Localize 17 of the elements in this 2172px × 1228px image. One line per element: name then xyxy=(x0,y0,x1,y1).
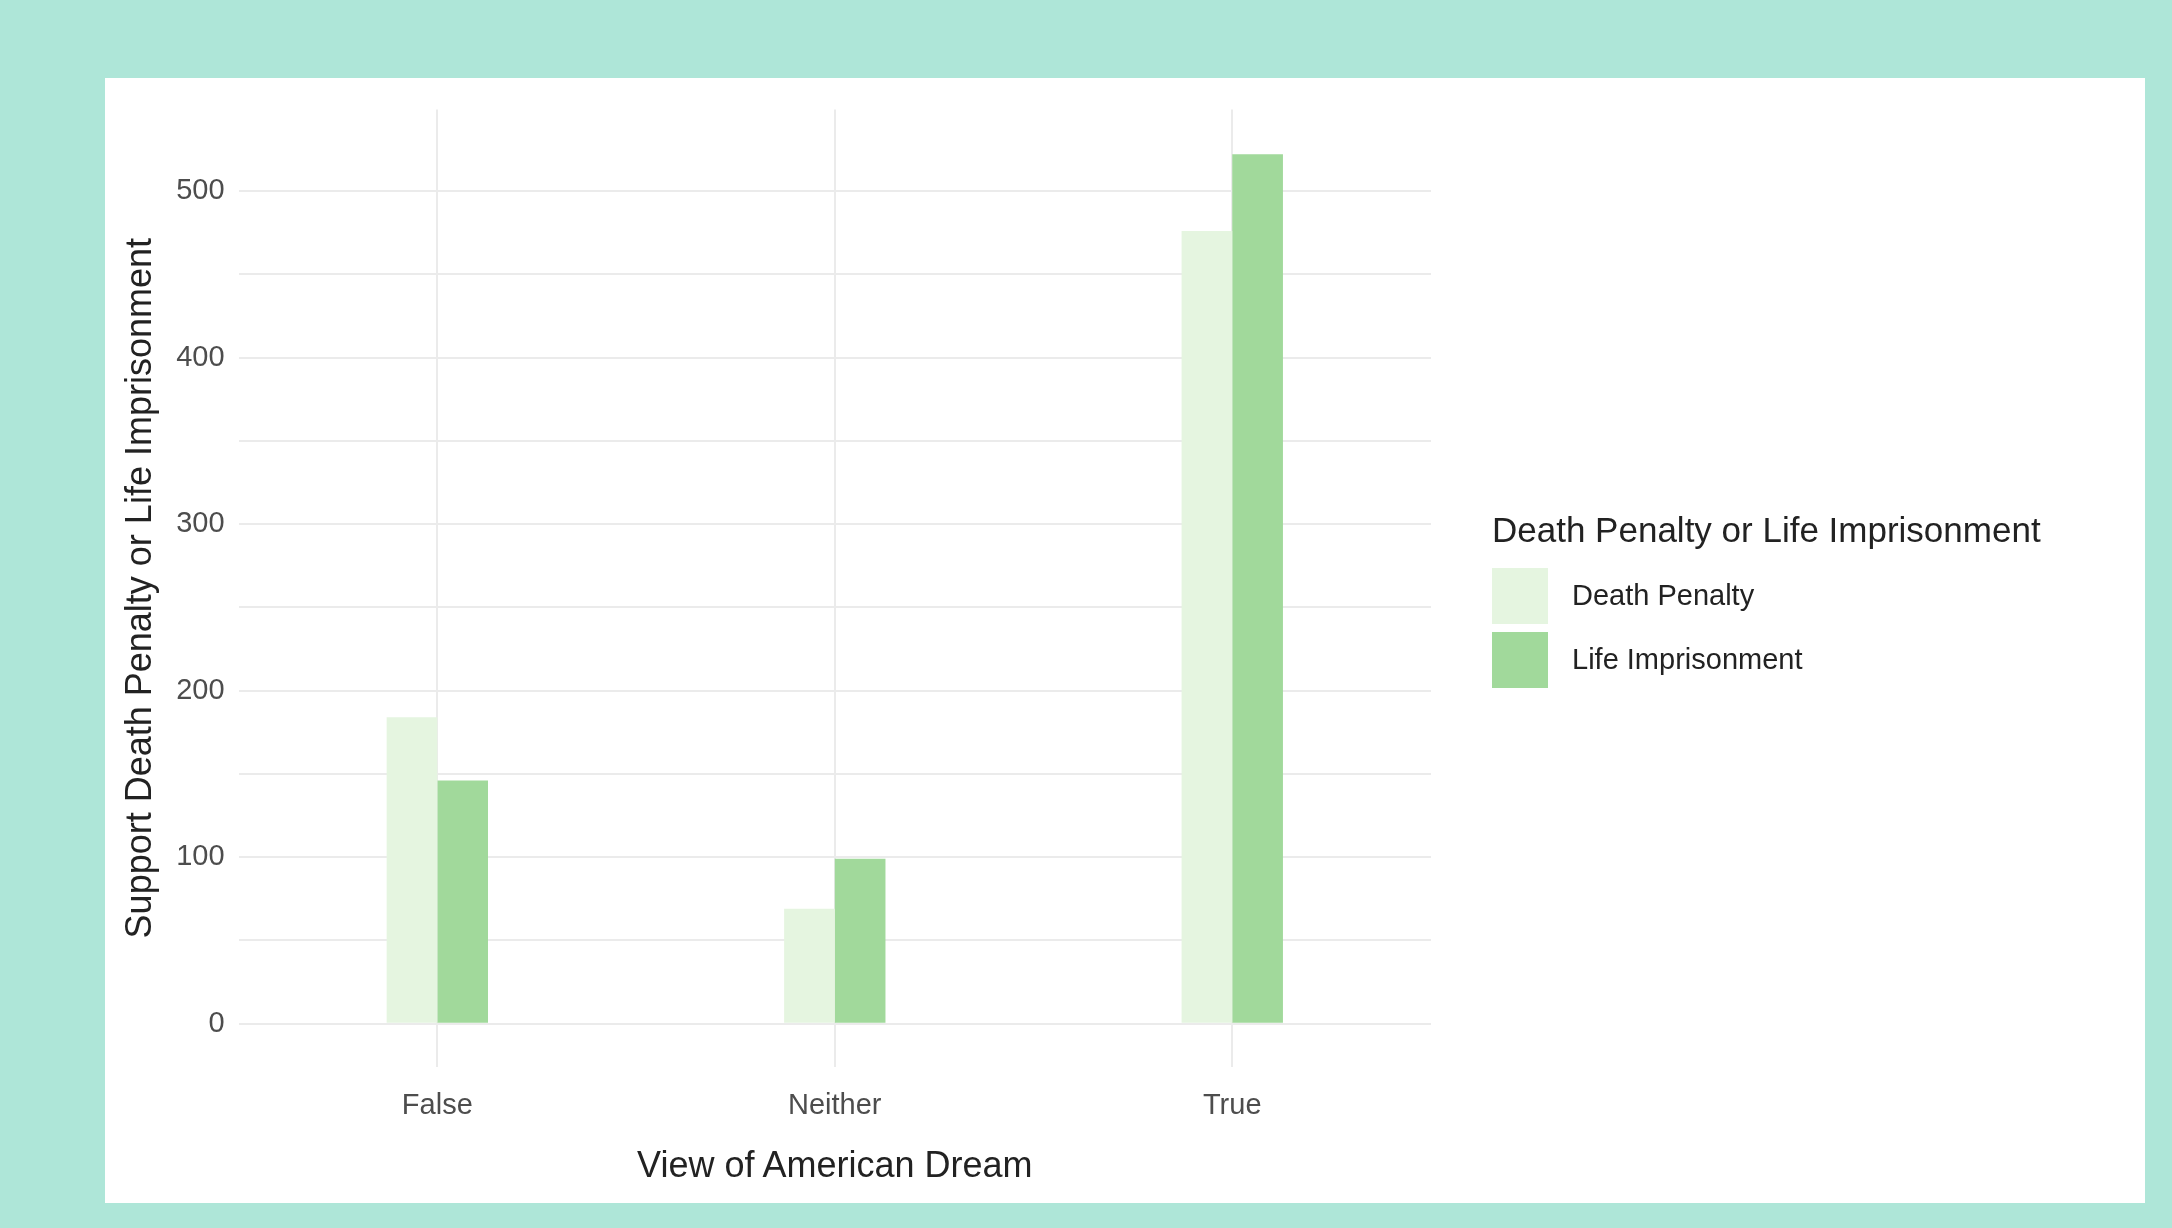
legend-label: Life Imprisonment xyxy=(1572,643,1803,676)
y-tick-label: 500 xyxy=(176,173,225,205)
x-tick-label: Neither xyxy=(788,1088,882,1121)
y-tick-label: 400 xyxy=(176,339,225,372)
y-tick-label: 200 xyxy=(176,672,225,705)
x-tick-label: False xyxy=(401,1088,473,1121)
y-tick-label: 300 xyxy=(176,506,225,539)
bar xyxy=(1232,154,1283,1023)
y-axis-title: Support Death Penalty or Life Imprisonment xyxy=(117,238,159,939)
x-tick-label: True xyxy=(1202,1088,1262,1121)
x-axis-title: View of American Dream xyxy=(637,1144,1033,1186)
legend-title: Death Penalty or Life Imprisonment xyxy=(1492,509,2041,550)
y-tick-label: 0 xyxy=(208,1005,225,1038)
y-tick-label: 100 xyxy=(176,839,225,872)
bar xyxy=(437,780,488,1023)
bar xyxy=(834,858,886,1023)
legend-label: Death Penalty xyxy=(1572,579,1755,612)
